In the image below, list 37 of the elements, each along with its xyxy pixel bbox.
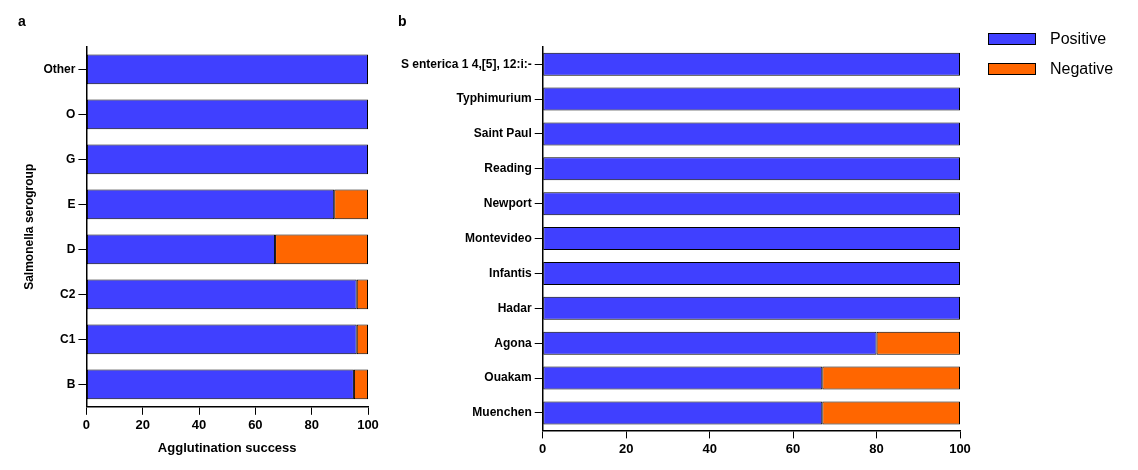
y-tick-label: Saint Paul [473,126,532,141]
y-tick-label: Hadar [497,300,533,315]
x-tick-label: 20 [618,440,634,456]
legend-label: Negative [1050,60,1114,78]
x-axis-title: Agglutination success [157,439,297,455]
y-tick-label: Typhimurium [456,91,532,106]
x-tick-label: 80 [869,440,884,456]
x-tick-label: 40 [702,440,717,456]
y-tick-label: Muenchen [472,405,532,420]
y-tick-label: Infantis [489,265,533,280]
y-axis-title: Salmonella serogroup [21,163,36,290]
x-tick-label: 20 [135,417,150,433]
y-tick-label: Agona [494,335,533,350]
x-tick-label: 100 [357,417,379,433]
x-tick-label: 40 [191,417,207,433]
x-tick-label: 80 [304,417,319,433]
y-tick-label: Reading [484,161,532,176]
y-tick-label: C1 [60,331,76,346]
y-tick-label: D [66,241,76,256]
y-tick-label: Ouakam [484,370,532,385]
y-tick-label: Newport [483,196,532,211]
y-tick-label: Other [43,61,76,76]
y-tick-label: S enterica 1 4,[5], 12:i:- [401,56,532,71]
x-tick-label: 60 [785,440,801,456]
text: Positive [1050,30,1107,48]
y-tick-label: B [66,376,76,391]
x-tick-label: 0 [82,417,91,433]
x-tick-label: 100 [949,440,971,456]
chart-title: a [18,13,26,30]
y-tick-label: Montevideo [465,230,532,245]
y-tick-label: O [66,106,76,121]
y-tick-label: C2 [60,286,76,301]
x-tick-label: 0 [539,440,547,456]
text: b [398,13,407,30]
x-tick-label: 60 [248,417,263,433]
y-tick-label: G [66,151,76,166]
y-tick-label: E [67,196,76,211]
